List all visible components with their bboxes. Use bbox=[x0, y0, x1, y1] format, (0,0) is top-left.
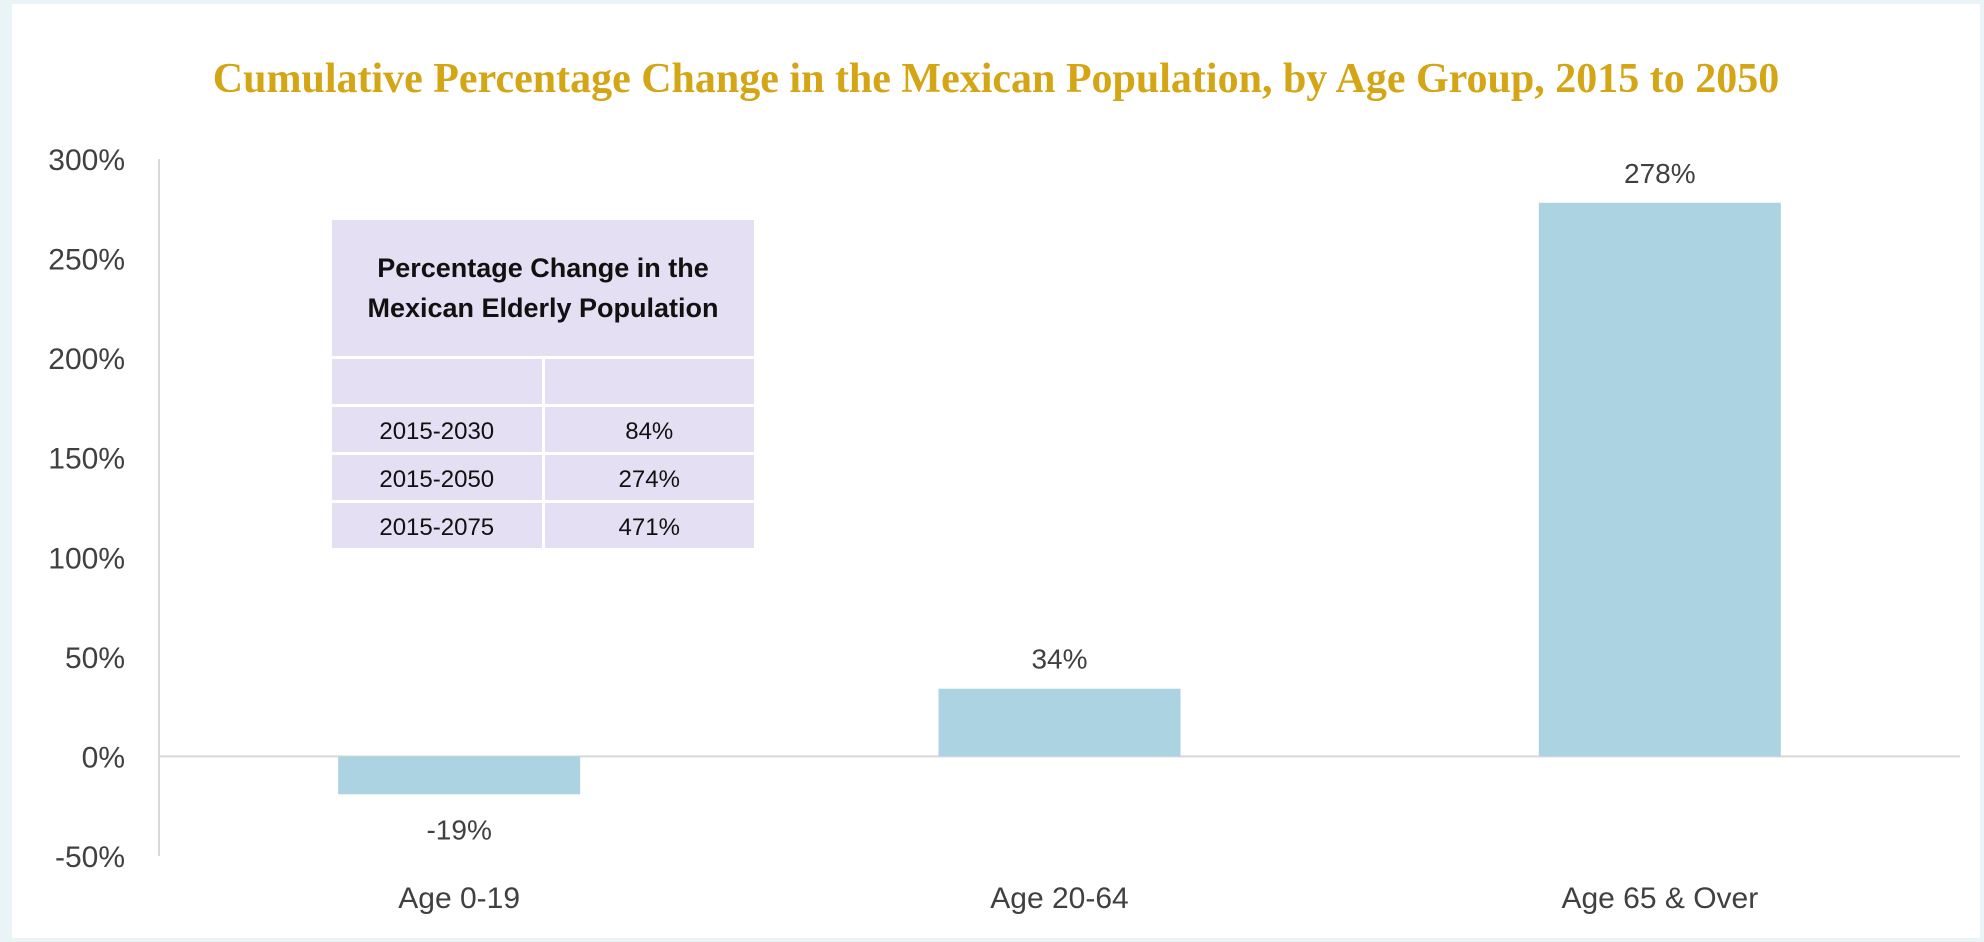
y-tick-label: 50% bbox=[65, 642, 125, 675]
y-tick-label: -50% bbox=[55, 841, 125, 874]
inset-header-cell bbox=[332, 359, 542, 404]
inset-value-cell: 471% bbox=[541, 503, 755, 548]
inset-table-title: Percentage Change in the Mexican Elderly… bbox=[367, 253, 719, 323]
inset-period-cell: 2015-2050 bbox=[379, 465, 495, 493]
inset-table: Percentage Change in the Mexican Elderly… bbox=[332, 220, 754, 548]
y-tick-label: 100% bbox=[48, 542, 125, 575]
data-label: 278% bbox=[1624, 158, 1696, 189]
inset-table-row: 2015-2030 84% bbox=[332, 404, 754, 452]
chart-title: Cumulative Percentage Change in the Mexi… bbox=[212, 56, 1780, 102]
inset-period-cell: 2015-2030 bbox=[379, 417, 495, 445]
inset-table-row: 2015-2075 471% bbox=[332, 500, 754, 548]
bar bbox=[1538, 202, 1781, 757]
y-tick-label: 300% bbox=[48, 144, 125, 177]
category-label: Age 20-64 bbox=[990, 882, 1128, 915]
y-tick-label: 150% bbox=[48, 443, 125, 476]
inset-value-cell: 274% bbox=[541, 455, 755, 500]
y-tick-label: 0% bbox=[82, 741, 125, 774]
y-tick-label: 200% bbox=[48, 343, 125, 376]
inset-table-row: 2015-2050 274% bbox=[332, 452, 754, 500]
chart-frame: Cumulative Percentage Change in the Mexi… bbox=[12, 4, 1980, 938]
inset-header-cell bbox=[541, 359, 755, 404]
y-tick-label: 250% bbox=[48, 244, 125, 277]
data-label: 34% bbox=[1031, 644, 1087, 675]
category-label: Age 0-19 bbox=[398, 882, 520, 915]
inset-period-cell: 2015-2075 bbox=[379, 513, 495, 541]
bar-chart: 300% 250% 200% 150% 100% 50% 0% -50% -19% Age 0-1… bbox=[48, 144, 1960, 915]
bar bbox=[938, 688, 1181, 757]
data-label: -19% bbox=[426, 814, 491, 845]
bar bbox=[338, 756, 581, 795]
inset-value-cell: 84% bbox=[541, 407, 755, 452]
category-label: Age 65 & Over bbox=[1561, 882, 1758, 915]
inset-table-header-row bbox=[332, 356, 754, 404]
